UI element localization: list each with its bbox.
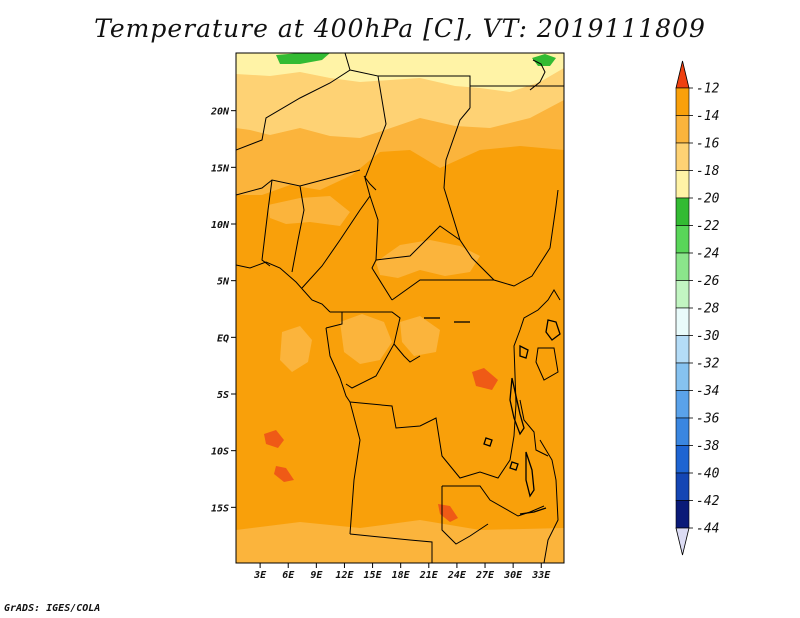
lat-tick-label: 5N — [217, 277, 230, 288]
lat-tick-label: EQ — [217, 333, 229, 344]
band-minus12-spot-b — [274, 466, 294, 482]
colorbar-segment — [675, 307, 690, 336]
colorbar-label: -18 — [696, 164, 720, 179]
lon-tick-label: 21E — [419, 570, 439, 581]
colorbar-label: -12 — [696, 82, 720, 97]
band-minus12-spot-c — [472, 368, 498, 390]
lon-tick-label: 27E — [475, 570, 495, 581]
map-plot-area — [236, 53, 564, 563]
colorbar-label: -24 — [696, 247, 719, 262]
country-boundaries — [236, 53, 564, 563]
lat-tick-label: 15S — [211, 503, 229, 514]
map-frame — [235, 52, 565, 564]
colorbar-top-arrow — [675, 60, 690, 89]
lake-outlines — [424, 317, 561, 515]
colorbar-label: -36 — [696, 412, 720, 427]
colorbar-segment — [675, 142, 690, 171]
colorbar-label: -34 — [696, 384, 719, 399]
band-minus16-basin — [340, 314, 392, 364]
colorbar-label: -40 — [696, 467, 720, 482]
band-minus16-central — [376, 240, 480, 278]
band-minus12-spot-d — [438, 504, 458, 522]
lon-tick-label: 6E — [282, 570, 295, 581]
colorbar-label: -26 — [696, 274, 720, 289]
colorbar-label: -44 — [696, 522, 719, 537]
colorbar-segment — [675, 87, 690, 116]
lon-tick-label: 9E — [310, 570, 323, 581]
colorbar-label: -32 — [696, 357, 720, 372]
band-minus20-north — [236, 53, 564, 92]
colorbar-segment — [675, 390, 690, 419]
colorbar-label: -42 — [696, 494, 720, 509]
colorbar-label: -22 — [696, 219, 720, 234]
lat-tick-label: 20N — [210, 107, 230, 118]
colorbar-label: -30 — [696, 329, 720, 344]
chart-title: Temperature at 400hPa [C], VT: 201911180… — [94, 14, 706, 43]
colorbar-segment — [675, 417, 690, 446]
grads-credit: GrADS: IGES/COLA — [4, 603, 101, 614]
band-minus22-patch-west — [276, 53, 330, 64]
band-minus16-coast — [280, 326, 312, 372]
lon-tick-label: 15E — [364, 570, 383, 581]
colorbar-label: -14 — [696, 109, 719, 124]
lon-tick-label: 3E — [253, 570, 267, 581]
colorbar-legend: -12 -14 -16 -18 -20 -22 -24 -26 -28 -30 -32 -34 -36 -… — [675, 60, 720, 556]
colorbar-segment — [675, 335, 690, 364]
lon-tick-label: 24E — [447, 570, 467, 581]
band-minus12-spot-a — [264, 430, 284, 448]
latitude-axis: 20N 15N 10N 5N EQ 5S 10S 15S — [210, 107, 236, 514]
colorbar-segment — [675, 115, 690, 144]
colorbar-segment — [675, 472, 690, 501]
colorbar-label: -38 — [696, 439, 720, 454]
band-minus16-east — [400, 316, 440, 356]
lon-tick-label: 12E — [335, 570, 354, 581]
lat-tick-label: 15N — [211, 163, 230, 174]
colorbar-label: -20 — [696, 192, 720, 207]
colorbar-segment — [675, 170, 690, 199]
lat-tick-label: 10S — [211, 447, 229, 458]
colorbar-label: -16 — [696, 137, 720, 152]
lat-tick-label: 5S — [217, 390, 229, 401]
lat-tick-label: 10N — [211, 220, 230, 231]
colorbar-segment — [675, 280, 690, 309]
longitude-axis: 3E 6E 9E 12E 15E 18E 21E 24E 27E 30E 33E — [253, 563, 551, 581]
colorbar-segment — [675, 362, 690, 391]
colorbar-segment — [675, 197, 690, 226]
lon-tick-label: 33E — [531, 570, 551, 581]
lon-tick-label: 18E — [392, 570, 411, 581]
colorbar-segment — [675, 445, 690, 474]
colorbar-label: -28 — [696, 302, 720, 317]
colorbar-segment — [675, 252, 690, 281]
colorbar-segment — [675, 225, 690, 254]
band-minus16-sahel-west — [268, 196, 350, 226]
band-minus16-south — [236, 520, 564, 563]
lon-tick-label: 30E — [503, 570, 523, 581]
colorbar-segment — [675, 500, 690, 529]
colorbar-bottom-arrow — [675, 527, 690, 556]
